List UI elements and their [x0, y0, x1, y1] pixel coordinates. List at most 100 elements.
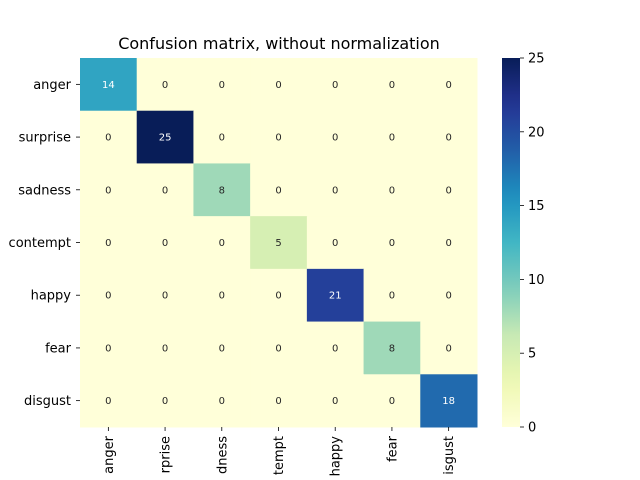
cell-value-label: 0: [445, 133, 451, 144]
row-tick-label: contempt: [9, 236, 71, 251]
cell-value-label: 0: [332, 185, 338, 196]
cell-value-label: 0: [332, 343, 338, 354]
cell-value-label: 0: [389, 396, 395, 407]
heatmap-cell: [80, 163, 138, 217]
cell-value-label: 21: [329, 291, 342, 302]
heatmap-cell: [363, 110, 421, 164]
heatmap-cell: [306, 110, 365, 164]
heatmap-cell: [420, 268, 478, 323]
cell-value-label: 0: [275, 185, 281, 196]
heatmap-cell: [363, 216, 421, 270]
row-tick-label: disgust: [24, 394, 71, 409]
cell-value-label: 0: [275, 133, 281, 144]
heatmap-cell: [363, 58, 421, 112]
heatmap-cell: [363, 321, 421, 375]
colorbar: 0 5 10 15 20 25: [502, 52, 545, 436]
column-tick-label: fear: [385, 435, 400, 462]
heatmap-cell: [306, 58, 365, 112]
cell-value-label: 18: [442, 396, 455, 407]
cell-value-label: 0: [389, 133, 395, 144]
heatmap-cell: [420, 321, 478, 375]
column-tick-label: tempt: [272, 436, 287, 475]
cell-value-label: 0: [332, 133, 338, 144]
cell-value-label: 0: [105, 133, 111, 144]
row-tick-label: fear: [45, 341, 72, 356]
heatmap-cell: [136, 216, 194, 270]
heatmap-cell: [250, 216, 308, 270]
cell-value-label: 0: [445, 238, 451, 249]
cell-value-label: 0: [275, 396, 281, 407]
heatmap-cell: [193, 110, 251, 164]
cell-value-label: 0: [389, 80, 395, 91]
heatmap-cell: [136, 110, 194, 164]
heatmap-cell: [306, 321, 365, 375]
cell-value-label: 0: [275, 80, 281, 91]
cell-value-label: 0: [105, 291, 111, 302]
cell-value-label: 0: [445, 291, 451, 302]
column-tick-label: dness: [215, 436, 230, 474]
column-tick-label: happy: [329, 436, 344, 477]
heatmap-cell: [306, 216, 365, 270]
cell-value-label: 0: [445, 343, 451, 354]
heatmap-cell: [363, 268, 421, 323]
cell-value-label: 25: [159, 133, 172, 144]
heatmap-cell: [250, 163, 308, 217]
cell-value-label: 0: [219, 396, 225, 407]
cell-value-label: 0: [389, 185, 395, 196]
cell-value-label: 0: [332, 238, 338, 249]
heatmap-cell: [136, 374, 194, 428]
cell-value-label: 0: [105, 238, 111, 249]
heatmap-cell: [306, 163, 365, 217]
heatmap-cell: [420, 110, 478, 164]
cell-value-label: 0: [275, 343, 281, 354]
heatmap-cell: [363, 163, 421, 217]
colorbar-tick-label: 20: [528, 125, 545, 140]
column-tick-label: anger: [102, 435, 117, 473]
column-tick-labels: anger rprise dness tempt happy fear isgust: [102, 427, 457, 476]
cell-value-label: 0: [162, 238, 168, 249]
heatmap-cell: [136, 163, 194, 217]
cell-value-label: 8: [219, 185, 225, 196]
heatmap-cell: [80, 374, 138, 428]
heatmap-cell: [250, 110, 308, 164]
cell-value-label: 0: [105, 396, 111, 407]
heatmap-cell: [420, 374, 478, 428]
row-tick-label: anger: [33, 78, 71, 93]
cell-value-label: 0: [445, 185, 451, 196]
heatmap-cell: [80, 321, 138, 375]
cell-value-label: 0: [275, 291, 281, 302]
heatmap-cells: 14 0 0 0 0 0 0 0 25 0 0 0 0 0 0 0 8 0 0 0 0 0 0 0 5 0 0 0 0 0 0 0 21 0 0 0 0…: [80, 58, 478, 428]
cell-value-label: 0: [219, 133, 225, 144]
row-tick-label: sadness: [18, 183, 71, 198]
heatmap-cell: [193, 58, 251, 112]
heatmap-cell: [363, 374, 421, 428]
cell-value-label: 0: [162, 80, 168, 91]
cell-value-label: 5: [275, 238, 281, 249]
cell-value-label: 0: [105, 185, 111, 196]
heatmap-cell: [80, 58, 138, 112]
heatmap-cell: [250, 374, 308, 428]
heatmap-cell: [306, 374, 365, 428]
cell-value-label: 0: [445, 80, 451, 91]
heatmap-cell: [193, 321, 251, 375]
heatmap-cell: [250, 321, 308, 375]
column-tick-label: isgust: [442, 436, 457, 475]
heatmap-cell: [250, 58, 308, 112]
heatmap-cell: [420, 163, 478, 217]
heatmap-cell: [80, 110, 138, 164]
colorbar-tick-label: 25: [528, 52, 545, 67]
cell-value-label: 0: [219, 238, 225, 249]
heatmap-cell: [306, 268, 365, 323]
cell-value-label: 0: [389, 291, 395, 302]
heatmap-cell: [80, 216, 138, 270]
cell-value-label: 8: [389, 343, 395, 354]
chart-title: Confusion matrix, without normalization: [118, 34, 440, 53]
colorbar-tick-label: 0: [528, 421, 536, 436]
cell-value-label: 0: [332, 80, 338, 91]
heatmap-cell: [80, 268, 138, 323]
colorbar-tick-label: 15: [528, 199, 545, 214]
cell-value-label: 0: [219, 343, 225, 354]
cell-value-label: 0: [219, 80, 225, 91]
cell-value-label: 0: [332, 396, 338, 407]
